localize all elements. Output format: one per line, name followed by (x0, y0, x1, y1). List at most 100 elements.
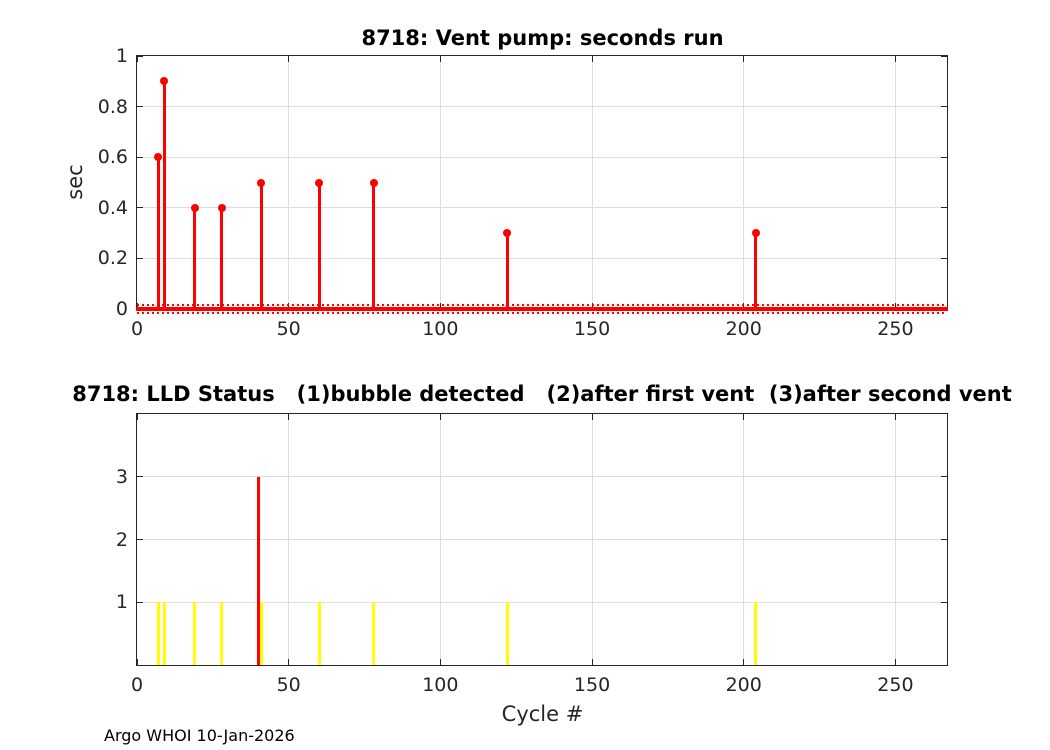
status-bar (317, 602, 321, 665)
horizontal-gridline (137, 156, 947, 158)
x-tick-mark (288, 659, 290, 665)
stem-line (220, 207, 224, 309)
y-tick-mark (137, 156, 143, 158)
y-tick-label: 0.4 (97, 196, 128, 219)
stem-marker (217, 203, 226, 212)
x-tick-label: 150 (573, 318, 611, 340)
zero-baseline-markers (137, 312, 947, 314)
x-tick-label: 150 (573, 674, 611, 696)
x-tick-mark (743, 414, 745, 420)
x-tick-mark (136, 414, 138, 420)
zero-baseline (136, 307, 948, 311)
y-tick-mark (941, 207, 947, 209)
horizontal-gridline (137, 257, 947, 259)
lld-status-plot-area: 0 50 100 150 200 250 1 2 3 (116, 413, 948, 696)
stem-marker (257, 178, 266, 187)
y-tick-label: 1 (115, 45, 128, 67)
x-tick-mark (136, 303, 138, 309)
y-tick-label: 0.8 (97, 95, 128, 118)
x-tick-mark (439, 414, 441, 420)
stem-marker (315, 178, 324, 187)
y-tick-label: 0.6 (97, 146, 128, 169)
y-tick-mark (941, 156, 947, 158)
x-tick-mark (591, 659, 593, 665)
stem-marker (190, 203, 199, 212)
x-tick-label: 50 (276, 674, 301, 696)
y-tick-mark (137, 106, 143, 108)
x-tick-label: 0 (130, 318, 144, 340)
x-tick-label: 0 (130, 674, 144, 696)
vent-pump-ylabel: sec (63, 164, 87, 200)
stem-line (372, 182, 376, 309)
stem-marker (751, 229, 760, 238)
y-tick-mark (137, 476, 143, 478)
horizontal-gridline (137, 207, 947, 209)
stem-line (156, 157, 160, 309)
stem-line (259, 182, 263, 309)
y-tick-mark (137, 601, 143, 603)
stem-line (754, 233, 758, 309)
stem-marker (369, 178, 378, 187)
y-tick-label: 2 (115, 528, 128, 551)
x-tick-mark (136, 659, 138, 665)
x-tick-label: 250 (877, 674, 914, 696)
status-bar (259, 602, 263, 665)
x-tick-mark (591, 56, 593, 62)
y-tick-mark (941, 476, 947, 478)
x-tick-label: 100 (422, 674, 459, 696)
y-tick-label: 0 (115, 298, 128, 320)
y-tick-mark (137, 257, 143, 259)
y-tick-mark (137, 55, 143, 57)
y-tick-mark (941, 106, 947, 108)
status-bar (505, 602, 509, 665)
y-tick-mark (941, 55, 947, 57)
x-tick-label: 200 (725, 674, 762, 696)
figure-footer: Argo WHOI 10-Jan-2026 (104, 726, 295, 745)
x-tick-label: 100 (422, 318, 459, 340)
lld-status-title: 8718: LLD Status (1)bubble detected (2)a… (72, 382, 1012, 406)
y-tick-mark (137, 207, 143, 209)
y-tick-mark (941, 539, 947, 540)
y-tick-label: 0.2 (97, 247, 128, 270)
stem-line (193, 207, 197, 309)
horizontal-gridline (137, 476, 947, 478)
status-bar (256, 476, 260, 665)
y-tick-label: 1 (115, 591, 128, 614)
status-bar (162, 602, 166, 665)
status-bar (372, 602, 376, 665)
x-tick-mark (136, 56, 138, 62)
stem-line (317, 182, 321, 309)
vent-pump-plot-area: 0 50 100 150 200 250 0 0.2 0.4 0.6 0.8 1 (98, 45, 948, 340)
x-tick-mark (894, 414, 896, 420)
stem-marker (160, 77, 169, 86)
cycle-axis-label: Cycle # (501, 702, 584, 726)
status-bar (156, 602, 160, 665)
x-tick-label: 250 (877, 318, 914, 340)
x-tick-mark (591, 303, 593, 309)
vertical-gridline (288, 56, 290, 309)
y-tick-mark (137, 539, 143, 540)
x-tick-mark (743, 659, 745, 665)
x-tick-mark (894, 659, 896, 665)
vertical-gridline (743, 56, 745, 309)
x-tick-mark (439, 56, 441, 62)
vent-pump-title: 8718: Vent pump: seconds run (361, 26, 724, 50)
status-bar (754, 602, 758, 665)
stem-line (505, 233, 509, 309)
x-tick-mark (894, 303, 896, 309)
vertical-gridline (439, 56, 441, 309)
horizontal-gridline (137, 539, 947, 540)
zero-baseline-markers (137, 304, 947, 306)
x-tick-label: 50 (276, 318, 301, 340)
status-bar (193, 602, 197, 665)
x-tick-mark (288, 56, 290, 62)
x-tick-mark (439, 303, 441, 309)
x-tick-mark (591, 414, 593, 420)
status-bar (220, 602, 224, 665)
vertical-gridline (591, 56, 593, 309)
x-tick-mark (288, 414, 290, 420)
stem-marker (503, 229, 512, 238)
stem-marker (154, 153, 163, 162)
x-tick-label: 200 (725, 318, 762, 340)
